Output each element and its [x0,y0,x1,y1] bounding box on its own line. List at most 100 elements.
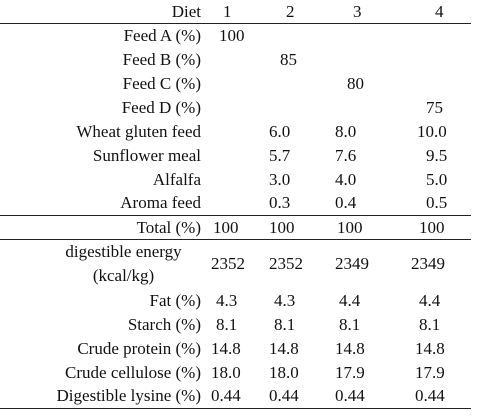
row-label: Crude protein (%) [77,338,201,358]
cell: 18.0 [211,362,241,382]
table-row: Alfalfa 3.0 4.0 5.0 [0,167,471,191]
cell: 0.44 [211,386,241,406]
table-row: Feed A (%) 100 [0,23,471,47]
cell: 100 [337,217,363,237]
cell: 14.8 [335,338,365,358]
cell [207,191,265,215]
energy-label-line2: (kcal/kg) [92,265,155,285]
cell: 17.9 [415,362,445,382]
cell: 8.1 [339,314,361,334]
cell [207,47,265,71]
table-row: Aroma feed 0.3 0.4 0.5 [0,191,471,215]
cell [323,23,391,47]
cell: 2352 [269,254,303,274]
cell: 18.0 [269,362,299,382]
row-label: Feed B (%) [122,49,201,69]
cell [265,23,323,47]
row-label: Total (%) [136,217,201,237]
cell: 14.8 [415,338,445,358]
cell: 8.1 [419,314,441,334]
cell: 2349 [411,254,445,274]
cell: 2349 [335,254,369,274]
cell: 8.0 [335,121,357,141]
row-label: Starch (%) [127,314,201,334]
row-label: Sunflower meal [92,145,201,165]
row-label: Crude cellulose (%) [65,362,201,382]
table-row: Wheat gluten feed 6.0 8.0 10.0 [0,119,471,143]
cell: 85 [280,49,297,69]
cell: 80 [347,73,364,93]
cell: 8.1 [216,314,238,334]
cell: 4.0 [335,169,357,189]
header-diet-1: 1 [223,2,232,22]
cell: 6.0 [269,121,291,141]
row-label: Feed C (%) [122,73,201,93]
cell: 0.5 [426,193,448,213]
cell: 4.3 [216,290,238,310]
cell: 2352 [211,254,245,274]
cell: 8.1 [274,314,296,334]
cell: 75 [426,97,443,117]
cell [207,119,265,143]
cell: 100 [419,217,445,237]
cell [323,47,391,71]
row-label: Feed A (%) [123,25,201,45]
header-row: Diet 1 2 3 4 [0,1,471,23]
cell: 4.4 [419,290,441,310]
cell: 100 [219,25,245,45]
row-label: Feed D (%) [121,97,201,117]
cell [207,95,265,119]
cell [207,71,265,95]
cell [207,143,265,167]
table-row: Feed B (%) 85 [0,47,471,71]
cell [391,71,471,95]
cell: 3.0 [269,169,291,189]
table-row: Digestible lysine (%) 0.44 0.44 0.44 0.4… [0,384,471,408]
row-label: digestible energy (kcal/kg) [0,239,207,288]
cell: 14.8 [211,338,241,358]
cell: 4.3 [274,290,296,310]
cell [391,47,471,71]
cell: 10.0 [417,121,447,141]
cell [265,71,323,95]
row-label: Wheat gluten feed [76,121,201,141]
table-row: Crude protein (%) 14.8 14.8 14.8 14.8 [0,336,471,360]
row-label: Fat (%) [149,290,201,310]
row-label: Digestible lysine (%) [56,386,201,406]
cell: 0.44 [415,386,445,406]
cell: 14.8 [269,338,299,358]
cell: 7.6 [335,145,357,165]
cell: 0.44 [269,386,299,406]
row-label: Aroma feed [120,193,201,213]
cell: 100 [213,217,239,237]
cell: 9.5 [426,145,448,165]
table-row: Feed C (%) 80 [0,71,471,95]
diet-composition-table: Diet 1 2 3 4 Feed A (%) 100 Feed B (%) 8… [0,1,471,409]
cell: 5.7 [269,145,291,165]
header-diet-3: 3 [353,2,362,22]
energy-label-line1: digestible energy [65,241,182,261]
energy-row: digestible energy (kcal/kg) 2352 2352 23… [0,239,471,288]
table-row: Feed D (%) 75 [0,95,471,119]
cell [391,23,471,47]
row-label: Alfalfa [152,169,201,189]
cell [323,95,391,119]
header-diet-2: 2 [286,2,295,22]
cell [207,167,265,191]
cell: 4.4 [339,290,361,310]
header-diet-4: 4 [435,2,444,22]
table-row: Sunflower meal 5.7 7.6 9.5 [0,143,471,167]
cell: 0.4 [335,193,357,213]
table-row: Fat (%) 4.3 4.3 4.4 4.4 [0,288,471,312]
table-row: Crude cellulose (%) 18.0 18.0 17.9 17.9 [0,360,471,384]
cell: 0.44 [335,386,365,406]
cell: 0.3 [269,193,291,213]
total-row: Total (%) 100 100 100 100 [0,215,471,239]
header-label: Diet [171,2,201,22]
cell [265,95,323,119]
cell: 5.0 [426,169,448,189]
cell: 100 [269,217,295,237]
table-row: Starch (%) 8.1 8.1 8.1 8.1 [0,312,471,336]
cell: 17.9 [335,362,365,382]
